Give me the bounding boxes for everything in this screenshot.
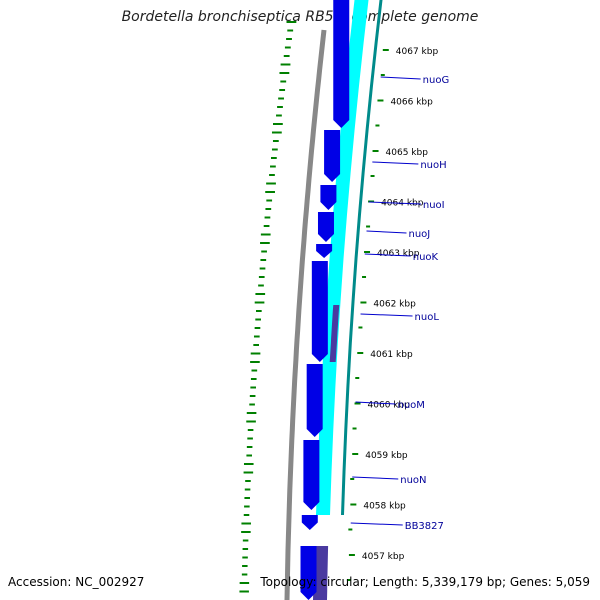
forward-strand-gene: [306, 364, 323, 437]
gene-label: nuoL: [415, 312, 440, 323]
tick-label: 4060 kbp: [368, 401, 411, 411]
backbone-arc: [284, 29, 327, 600]
gene-label-line: [380, 76, 421, 80]
gene-label-line: [364, 253, 411, 257]
tick-label: 4066 kbp: [390, 98, 433, 108]
map-title: Bordetella bronchiseptica RB50, complete…: [121, 9, 479, 25]
gene-label: BB3827: [405, 521, 444, 532]
gene-labels: nuoG nuoH nuoI nuoJ nuoK nuoL nuoM nuoN BB3827: [350, 75, 450, 532]
gene-label: nuoM: [397, 400, 424, 411]
forward-strand-gene: [316, 244, 333, 258]
tick-label: 4058 kbp: [363, 502, 406, 512]
gc-content-track: [239, 21, 297, 593]
gene-label: nuoG: [423, 75, 450, 86]
forward-strand-gene: [301, 515, 318, 530]
gene-label-line: [372, 161, 419, 165]
accession-text: Accession: NC_002927: [8, 575, 145, 589]
forward-strand-gene: [317, 212, 334, 242]
gene-label: nuoK: [413, 252, 439, 263]
forward-strand-gene: [311, 261, 328, 362]
gene-label: nuoJ: [409, 229, 431, 240]
reverse-strand-gene: [316, 0, 369, 515]
overlap-gene: [329, 305, 340, 362]
gene-label-line: [360, 313, 413, 317]
forward-strand-gene: [333, 0, 350, 128]
tick-label: 4057 kbp: [362, 552, 405, 562]
forward-strand-gene: [300, 546, 317, 600]
tick-label: 4067 kbp: [396, 47, 439, 57]
gene-label-line: [366, 230, 407, 234]
tick-label: 4059 kbp: [365, 451, 408, 461]
tick-label: 4062 kbp: [373, 300, 416, 310]
gene-track: [300, 0, 383, 600]
forward-strand-gene: [303, 440, 320, 510]
backbone-track: [284, 29, 327, 600]
genome-summary-text: Topology: circular; Length: 5,339,179 bp…: [260, 575, 590, 589]
gene-label-line: [355, 401, 396, 405]
tick-label: 4061 kbp: [370, 350, 413, 360]
gene-label: nuoI: [423, 200, 445, 211]
gene-label-line: [368, 201, 421, 205]
gene-label: nuoH: [420, 160, 446, 171]
tick-label: 4063 kbp: [377, 249, 420, 259]
reverse-strand-edge: [341, 0, 383, 515]
forward-strand-gene: [324, 130, 341, 182]
gene-label-line: [350, 522, 403, 526]
gene-label-line: [352, 476, 399, 480]
downstream-gene: [313, 546, 329, 600]
forward-strand-gene: [320, 185, 337, 210]
gene-label: nuoN: [400, 475, 426, 486]
tick-label: 4065 kbp: [386, 148, 429, 158]
